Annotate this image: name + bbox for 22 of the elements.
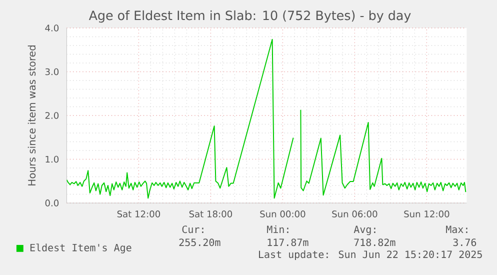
- y-axis-title: Hours since item was stored: [28, 46, 36, 186]
- text: 255.20m: [179, 238, 220, 246]
- y-tick-label: 0.0: [45, 200, 59, 206]
- text: 718.82m: [354, 238, 396, 246]
- y-tick-label: 1.0: [46, 156, 59, 163]
- x-tick-label: Sun 12:00: [404, 210, 450, 218]
- text: Min:: [267, 225, 288, 233]
- text: Cur:: [182, 226, 204, 234]
- x-tick-label: Sat 12:00: [117, 210, 160, 218]
- text: Avg:: [354, 226, 376, 236]
- text: Last update: Sun Jun 22 15:20:17 2025: [259, 250, 482, 260]
- text: 3.76: [453, 238, 476, 246]
- x-tick-label: Sat 18:00: [189, 210, 232, 218]
- chart-title: Age of Eldest Item in Slab: 10 (752 Bytes) - by day: [88, 10, 411, 23]
- x-tick-label: Sun 00:00: [260, 210, 306, 218]
- text: Max:: [446, 226, 468, 234]
- y-tick-label: 2.0: [45, 112, 59, 119]
- y-tick-label: 3.0: [45, 68, 59, 76]
- legend-label: Eldest Item's Age: [30, 244, 132, 254]
- x-tick-label: Sun 06:00: [332, 210, 378, 218]
- text: 117.87m: [268, 238, 308, 246]
- y-tick-label: 4.0: [45, 24, 59, 32]
